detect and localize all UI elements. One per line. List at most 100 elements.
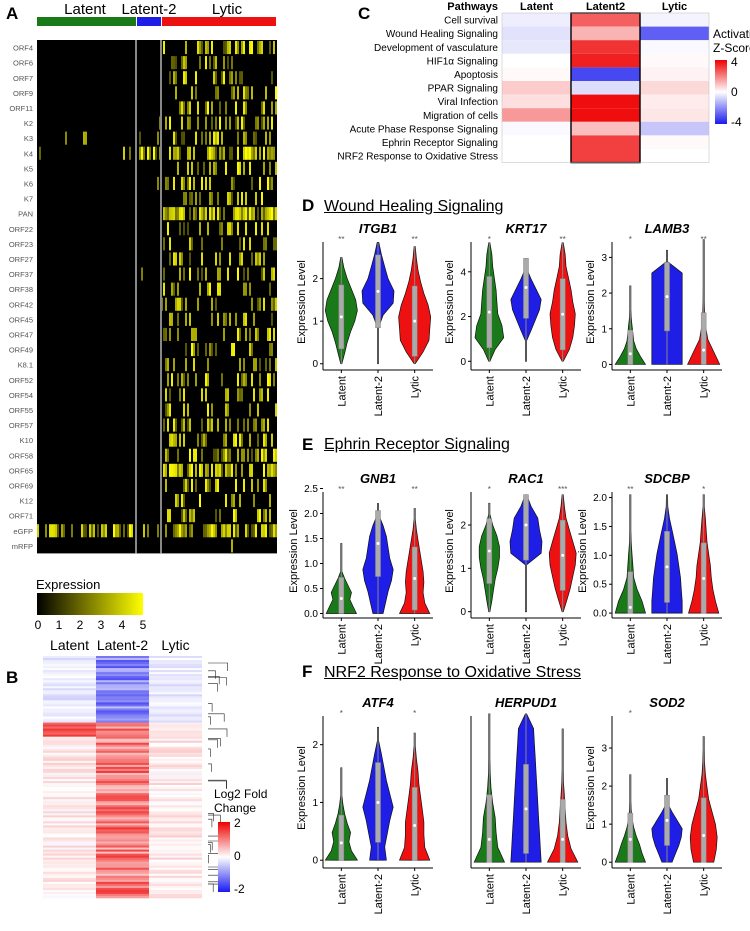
heatmap-cell — [179, 433, 181, 447]
heatmap-cell — [241, 192, 243, 206]
heatmap-cell — [257, 41, 259, 55]
heatmap-cell — [233, 207, 235, 221]
heatmap-cell — [209, 56, 211, 70]
heatmap-cell — [211, 343, 213, 357]
heatmap-cell — [129, 524, 131, 538]
heatmap-cell — [227, 388, 229, 402]
heatmap-cell — [269, 509, 271, 523]
group-bar — [162, 17, 276, 26]
y-tick-label: 1 — [460, 564, 466, 575]
heatmap-cell — [163, 237, 165, 251]
heatmap-cell — [167, 222, 169, 236]
heatmap-cell — [163, 267, 165, 281]
zscore-cell — [502, 121, 571, 136]
heatmap-cell — [96, 849, 149, 852]
heatmap-cell — [149, 813, 202, 816]
heatmap-cell — [149, 696, 202, 699]
heatmap-cell — [185, 312, 187, 326]
median-point — [561, 837, 565, 841]
significance-marker: ** — [560, 235, 566, 244]
heatmap-cell — [173, 433, 175, 447]
heatmap-cell — [219, 282, 221, 296]
heatmap-cell — [259, 373, 261, 387]
y-tick-label: 1.5 — [593, 522, 607, 533]
significance-marker: ** — [412, 235, 418, 244]
heatmap-cell — [255, 327, 257, 341]
heatmap-cell — [96, 710, 149, 713]
heatmap-cell — [43, 799, 96, 802]
heatmap-cell — [96, 783, 149, 786]
heatmap-cell — [245, 207, 247, 221]
zscore-cell — [571, 67, 640, 81]
heatmap-cell — [43, 847, 96, 850]
legend-title: Z-Score — [713, 41, 750, 55]
heatmap-cell — [149, 686, 202, 689]
heatmap-cell — [149, 845, 202, 848]
x-tick-label: Lytic — [410, 376, 422, 399]
heatmap-cell — [245, 524, 247, 538]
heatmap-cell — [103, 524, 105, 538]
heatmap-cell — [237, 116, 239, 130]
heatmap-cell — [96, 821, 149, 824]
heatmap-cell — [149, 851, 202, 854]
heatmap-cell — [96, 845, 149, 848]
pathway-label: Migration of cells — [423, 111, 498, 122]
heatmap-cell — [43, 704, 96, 707]
heatmap-cell — [43, 811, 96, 814]
heatmap-cell — [149, 720, 202, 723]
y-tick-label: 0.0 — [593, 609, 607, 620]
gene-label: ORF37 — [9, 270, 33, 279]
section-title-ephrin: Ephrin Receptor Signaling — [324, 436, 510, 453]
heatmap-cell — [269, 282, 271, 296]
zscore-cell — [502, 40, 571, 54]
heatmap-cell — [269, 358, 271, 372]
heatmap-cell — [263, 161, 265, 175]
heatmap-cell — [43, 684, 96, 687]
heatmap-cell — [43, 831, 96, 834]
heatmap-cell — [43, 861, 96, 865]
heatmap-cell — [187, 116, 189, 130]
heatmap-cell — [43, 692, 96, 695]
heatmap-cell — [96, 700, 149, 703]
violin-chart-lamb3: LAMB3 0 1 2 3 Expression Level * Latent Latent-2… — [585, 221, 722, 416]
heatmap-cell — [265, 86, 267, 100]
heatmap-cell — [43, 785, 96, 788]
heatmap-cell — [96, 682, 149, 685]
heatmap-cell — [149, 789, 202, 792]
heatmap-cell — [217, 478, 219, 492]
median-point — [628, 352, 632, 356]
heatmap-cell — [96, 746, 149, 750]
legend-tick: 0 — [35, 618, 42, 632]
heatmap-cell — [217, 282, 219, 296]
heatmap-cell — [273, 41, 275, 55]
heatmap-cell — [249, 433, 251, 447]
heatmap-cell — [43, 702, 96, 705]
zscore-cell — [502, 108, 571, 122]
y-tick-label: 0 — [601, 858, 607, 869]
heatmap-cell — [199, 56, 201, 70]
median-point — [339, 315, 343, 319]
heatmap-cell — [243, 448, 245, 462]
heatmap-cell — [149, 752, 202, 756]
heatmap-cell — [96, 869, 149, 873]
heatmap-cell — [177, 161, 179, 175]
heatmap-cell — [217, 463, 219, 477]
heatmap-cell — [229, 463, 231, 477]
heatmap-cell — [209, 192, 211, 206]
heatmap-cell — [187, 222, 189, 236]
heatmap-cell — [165, 463, 167, 477]
box — [700, 312, 707, 365]
heatmap-cell — [96, 670, 149, 673]
heatmap-cell — [43, 871, 96, 875]
heatmap-cell — [43, 664, 96, 667]
heatmap-cell — [219, 267, 221, 281]
heatmap-cell — [165, 358, 167, 372]
heatmap-cell — [105, 524, 107, 538]
heatmap-cell — [221, 463, 223, 477]
heatmap-cell — [215, 146, 217, 160]
heatmap-cell — [169, 388, 171, 402]
heatmap-cell — [273, 207, 275, 221]
heatmap-cell — [147, 524, 149, 538]
violin-chart-herpud1: HERPUD1 Latent Latent-2 Lytic — [470, 695, 581, 914]
heatmap-cell — [149, 666, 202, 669]
